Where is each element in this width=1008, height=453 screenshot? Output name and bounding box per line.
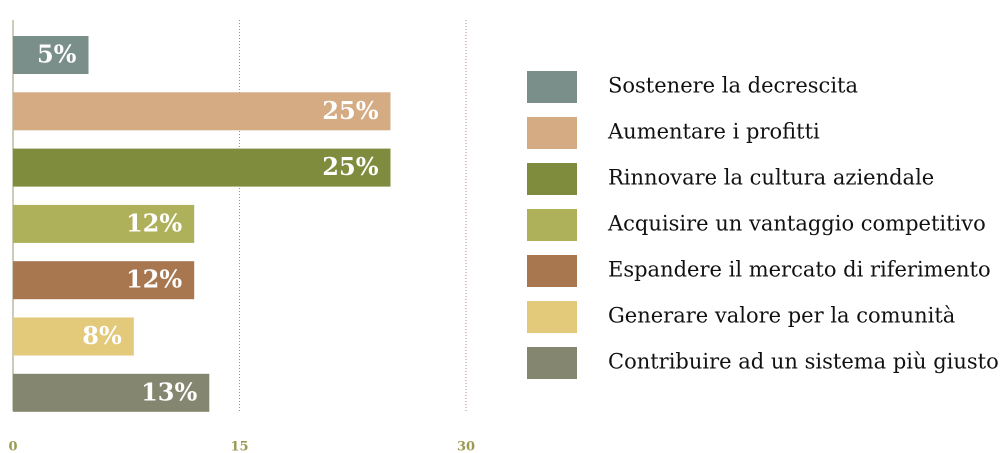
value-label: 12%	[126, 265, 182, 294]
legend-label: Contribuire ad un sistema più giusto	[608, 350, 999, 374]
bar	[13, 36, 89, 74]
value-label: 13%	[141, 377, 197, 406]
legend-label: Rinnovare la cultura aziendale	[608, 166, 934, 190]
bar	[13, 317, 134, 356]
bar	[13, 92, 391, 131]
x-tick-label: 15	[230, 440, 248, 453]
legend-label: Espandere il mercato di riferimento	[608, 258, 991, 282]
bar	[13, 373, 210, 412]
value-label: 25%	[322, 152, 378, 181]
legend-swatch	[527, 209, 577, 241]
legend-label: Aumentare i profitti	[607, 120, 820, 144]
x-tick-label: 30	[457, 440, 475, 453]
x-tick-label: 0	[8, 440, 17, 453]
bar	[13, 204, 195, 243]
value-label: 8%	[82, 321, 122, 350]
legend-label: Sostenere la decrescita	[608, 74, 858, 98]
legend-swatch	[527, 71, 577, 103]
legend-swatch	[527, 117, 577, 149]
legend-swatch	[527, 347, 577, 379]
legend-swatch	[527, 301, 577, 333]
value-label: 25%	[322, 96, 378, 125]
legend-swatch	[527, 163, 577, 195]
value-label: 12%	[126, 208, 182, 237]
legend-label: Generare valore per la comunità	[608, 304, 955, 328]
bar	[13, 261, 195, 300]
legend-label: Acquisire un vantaggio competitivo	[607, 212, 986, 236]
legend-swatch	[527, 255, 577, 287]
value-label: 5%	[37, 40, 77, 69]
bar	[13, 148, 391, 187]
